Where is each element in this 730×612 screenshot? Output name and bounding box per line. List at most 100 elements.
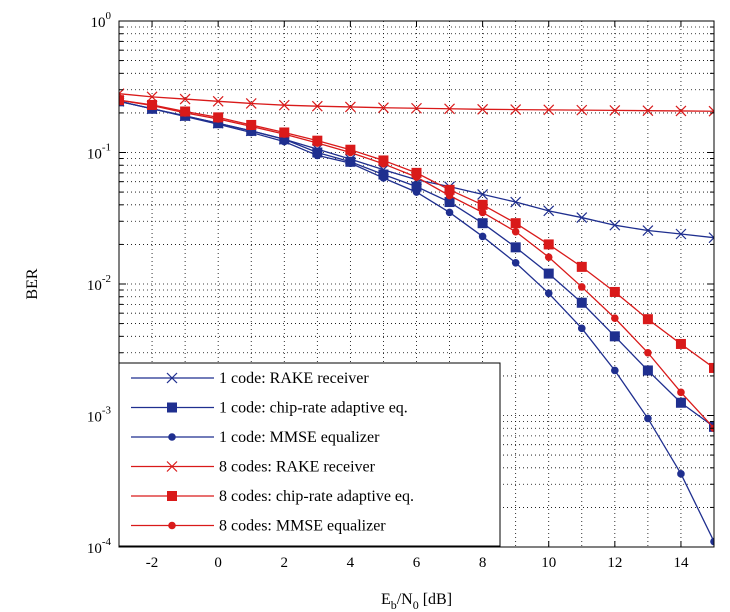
x-tick-label: 6 <box>413 555 421 571</box>
data-point <box>346 159 355 167</box>
legend-entry: 1 code: RAKE receiver <box>131 370 369 387</box>
legend-entry: 8 codes: MMSE equalizer <box>131 518 386 535</box>
data-point <box>675 105 687 117</box>
data-point <box>544 289 553 298</box>
marker-x-stroke <box>708 232 714 239</box>
x-tick-label: 0 <box>214 555 222 571</box>
marker-x-stroke <box>311 100 323 112</box>
series-4 <box>119 88 714 117</box>
data-point <box>577 324 586 333</box>
data-point <box>511 227 520 236</box>
data-point <box>710 537 714 546</box>
y-tick-label: 10-3 <box>87 405 112 426</box>
data-point <box>411 181 422 192</box>
marker-x-stroke <box>708 105 714 113</box>
data-point <box>510 196 522 208</box>
data-point <box>644 414 652 423</box>
marker-x-stroke <box>119 88 125 95</box>
data-point <box>119 96 123 104</box>
data-point <box>677 388 685 397</box>
marker-x-stroke <box>576 212 588 223</box>
data-point <box>313 151 322 160</box>
data-point <box>576 104 588 116</box>
legend-marker <box>168 433 176 441</box>
data-point <box>445 191 454 200</box>
data-point <box>644 348 652 357</box>
y-tick-label-exponent: -3 <box>102 405 112 417</box>
marker-x-stroke <box>576 104 588 116</box>
marker-x-stroke <box>609 219 621 231</box>
y-tick-label-exponent: -4 <box>102 536 112 548</box>
marker-x-stroke <box>278 99 290 111</box>
legend-label: 8 codes: chip-rate adaptive eq. <box>219 488 414 505</box>
data-point <box>181 109 189 117</box>
marker-x-stroke <box>675 105 687 117</box>
y-tick-label-base: 10 <box>87 278 102 294</box>
data-point <box>444 184 455 195</box>
data-point <box>576 212 588 223</box>
data-point <box>478 208 487 217</box>
legend-label: 8 codes: RAKE receiver <box>219 459 376 476</box>
data-point <box>510 218 521 229</box>
data-point <box>675 338 686 349</box>
marker-x-stroke <box>444 103 455 115</box>
y-tick-label-exponent: -1 <box>102 142 111 154</box>
legend-entries: 1 code: RAKE receiver 1 code: chip-rate a… <box>131 370 414 535</box>
data-point <box>576 261 587 272</box>
data-point <box>642 105 654 117</box>
marker-x-stroke <box>166 461 178 472</box>
data-point <box>212 95 224 107</box>
data-point <box>543 239 554 250</box>
data-point <box>444 103 455 115</box>
marker-x-stroke <box>179 93 191 105</box>
legend-marker <box>168 521 176 530</box>
data-point <box>247 122 256 131</box>
x-axis-title-sub1: b <box>391 598 397 612</box>
data-point <box>642 314 653 325</box>
y-tick-label: 10-4 <box>87 536 112 557</box>
marker-x-stroke <box>642 225 654 236</box>
marker-x-stroke <box>411 102 422 114</box>
x-tick-label: 14 <box>673 555 689 571</box>
legend-entry: 1 code: MMSE equalizer <box>131 429 380 446</box>
data-point <box>543 268 554 279</box>
x-tick-label: 8 <box>479 555 487 571</box>
marker-x-stroke <box>378 102 389 114</box>
y-tick-label-base: 10 <box>87 147 102 163</box>
marker-x-stroke <box>642 105 654 117</box>
legend-entry: 8 codes: chip-rate adaptive eq. <box>131 488 414 505</box>
marker-x-stroke <box>245 98 257 109</box>
x-axis-title-main: E <box>381 591 391 608</box>
y-tick-label-exponent: -2 <box>102 273 111 285</box>
x-tick-label: 10 <box>541 555 556 571</box>
x-axis-title-mid: /N <box>397 591 413 608</box>
x-tick-label: 2 <box>281 555 289 571</box>
data-point <box>477 199 488 210</box>
legend-marker <box>167 402 177 413</box>
legend-marker <box>166 461 178 472</box>
data-point <box>609 286 620 297</box>
data-point <box>346 148 355 157</box>
x-tick-label: 4 <box>347 555 355 571</box>
marker-x-stroke <box>344 101 356 113</box>
marker-x-stroke <box>543 104 555 116</box>
data-point <box>708 105 714 117</box>
data-point <box>642 225 654 236</box>
data-point <box>543 104 555 116</box>
data-point <box>675 397 686 408</box>
data-point <box>477 218 488 229</box>
data-point <box>311 100 323 112</box>
y-tick-label: 100 <box>91 10 112 31</box>
data-point <box>511 258 520 267</box>
marker-x-stroke <box>166 372 178 384</box>
legend-label: 1 code: MMSE equalizer <box>219 429 380 446</box>
data-point <box>609 331 620 342</box>
x-axis-title-tail: [dB] <box>419 591 452 608</box>
data-point <box>411 167 422 178</box>
legend-box <box>118 362 501 547</box>
data-point <box>510 104 522 116</box>
marker-x-stroke <box>477 103 489 115</box>
x-axis-title-sub2: 0 <box>413 598 419 612</box>
marker-x-stroke <box>212 95 224 107</box>
